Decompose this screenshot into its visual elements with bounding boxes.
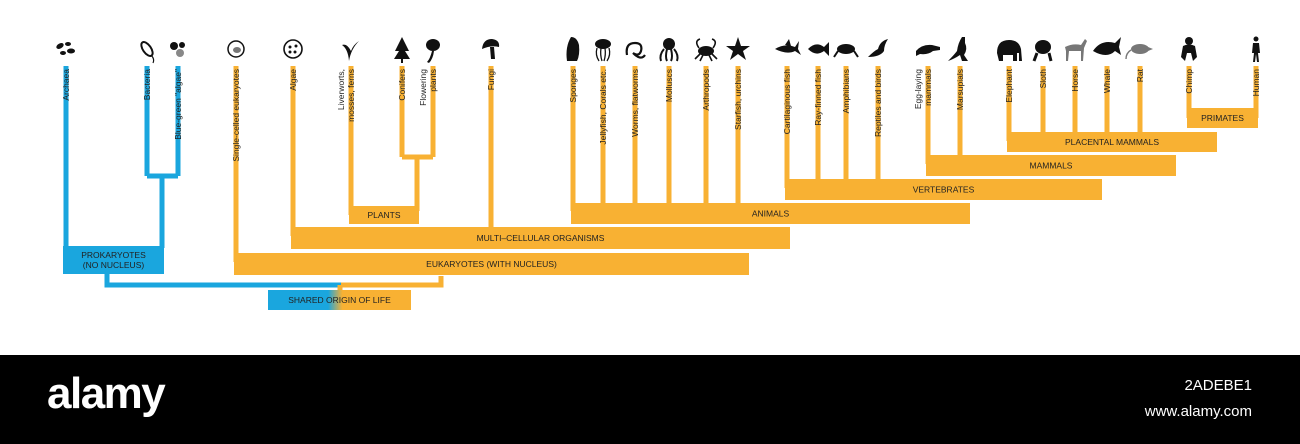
group-box-plants <box>349 206 419 224</box>
mushroom-icon <box>482 39 500 59</box>
leaf-label-sloth: Sloth <box>1038 69 1048 89</box>
leaf-label-reptiles: Reptiles and birds <box>873 69 883 137</box>
leaf-label-starfish: Starfish, urchins <box>733 69 743 130</box>
archaea-icon <box>56 42 75 55</box>
organism-icons <box>56 36 1260 64</box>
frog-icon <box>833 44 859 58</box>
leaf-label-liverworts: Liverworts,mosses, ferns <box>336 69 356 122</box>
leaf-label-conifers: Conifers <box>397 69 407 101</box>
group-box-mammals <box>926 155 1176 176</box>
starfish-icon <box>726 37 750 60</box>
blue-green-algae-icon <box>170 42 185 57</box>
leaf-label-molluscs: Molluscs <box>664 69 674 102</box>
site-url: www.alamy.com <box>1144 403 1252 420</box>
fish-icon <box>808 42 829 56</box>
leaf-labels: Archaea Bacteria Blue-green "algae" Single-… <box>61 68 1261 161</box>
sponge-icon <box>566 37 580 61</box>
group-box-prokaryotes <box>63 246 164 274</box>
leaf-label-algae: Algae <box>288 69 298 91</box>
conifer-icon <box>394 37 410 63</box>
leaf-label-rayfinned: Ray-finned fish <box>813 69 823 126</box>
group-box-multicellular <box>291 227 790 249</box>
leaf-label-bacteria: Bacteria <box>142 69 152 100</box>
algae-icon <box>283 39 303 59</box>
group-boxes: PRIMATES PLACENTAL MAMMALS MAMMALS VERTEBRA… <box>63 108 1258 310</box>
elephant-icon <box>997 40 1022 61</box>
rat-icon <box>1125 44 1153 60</box>
branch-lines <box>63 66 1259 292</box>
group-box-origin <box>268 290 411 310</box>
jellyfish-icon <box>595 39 611 62</box>
bacteria-icon <box>140 41 155 64</box>
group-label-origin: SHARED ORIGIN OF LIFE <box>288 295 391 305</box>
worm-icon <box>625 41 646 59</box>
leaf-label-cartilaginous: Cartilaginous fish <box>782 69 792 134</box>
sloth-icon <box>1032 40 1053 62</box>
horse-icon <box>1065 39 1087 61</box>
group-label-placental: PLACENTAL MAMMALS <box>1065 137 1159 147</box>
leaf-label-rat: Rat <box>1135 68 1145 82</box>
leaf-label-chimp: Chimp <box>1184 69 1194 94</box>
leaf-label-single: Single-celled eukaryotes <box>231 69 241 162</box>
leaf-label-human: Human <box>1251 69 1261 97</box>
group-label-plants: PLANTS <box>367 210 400 220</box>
leaf-label-jellyfish: Jellyfish, Corals etc. <box>598 69 608 145</box>
tree-of-life-diagram: PRIMATES PLACENTAL MAMMALS MAMMALS VERTEBRA… <box>56 36 1261 310</box>
group-box-primates <box>1187 108 1258 128</box>
leaf-label-elephant: Elephant <box>1004 68 1014 102</box>
group-label-eukaryotes: EUKARYOTES (WITH NUCLEUS) <box>426 259 557 269</box>
leaf-label-egglaying: Egg-layingmammals <box>913 69 933 109</box>
chimp-icon <box>1181 37 1197 61</box>
brand-logo: alamy <box>47 369 166 418</box>
octopus-icon <box>659 38 679 62</box>
leaf-label-marsupials: Marsupials <box>955 69 965 110</box>
single-celled-eukaryote-icon <box>227 40 245 58</box>
fern-icon <box>342 41 359 61</box>
leaf-label-sponges: Sponges <box>568 69 578 103</box>
group-label-primates: PRIMATES <box>1201 113 1244 123</box>
group-box-animals <box>571 203 970 224</box>
group-box-vertebrates <box>785 179 1102 200</box>
whale-icon <box>1093 37 1121 55</box>
group-box-placental <box>1007 132 1217 152</box>
leaf-label-horse: Horse <box>1070 69 1080 92</box>
bird-icon <box>868 39 888 57</box>
leaf-label-whale: Whale <box>1102 69 1112 93</box>
platypus-icon <box>916 44 940 56</box>
leaf-label-flowering: Floweringplants <box>418 69 438 106</box>
group-label-animals: ANIMALS <box>752 209 790 219</box>
group-label-prokaryotes: PROKARYOTES (NO NUCLEUS) <box>81 250 146 270</box>
crab-icon <box>694 38 718 62</box>
group-label-multicellular: MULTI–CELLULAR ORGANISMS <box>477 233 605 243</box>
shark-icon <box>775 39 801 55</box>
leaf-label-archaea: Archaea <box>61 69 71 101</box>
footer-bar: alamy 2ADEBE1 www.alamy.com <box>0 355 1300 444</box>
leaf-label-fungi: Fungi <box>486 69 496 90</box>
leaf-label-amphibians: Amphibians <box>841 69 851 113</box>
leaf-label-arthropods: Arthropods <box>701 69 711 111</box>
group-label-mammals: MAMMALS <box>1030 161 1073 171</box>
image-id: 2ADEBE1 <box>1184 377 1252 394</box>
leaf-label-worms: Worms, flatworms <box>630 69 640 137</box>
group-box-eukaryotes <box>234 253 749 275</box>
kangaroo-icon <box>948 37 968 61</box>
group-label-vertebrates: VERTEBRATES <box>913 185 975 195</box>
human-icon <box>1252 36 1260 62</box>
flowering-plant-icon <box>426 39 440 63</box>
leaf-label-bluegreen: Blue-green "algae" <box>173 69 183 140</box>
